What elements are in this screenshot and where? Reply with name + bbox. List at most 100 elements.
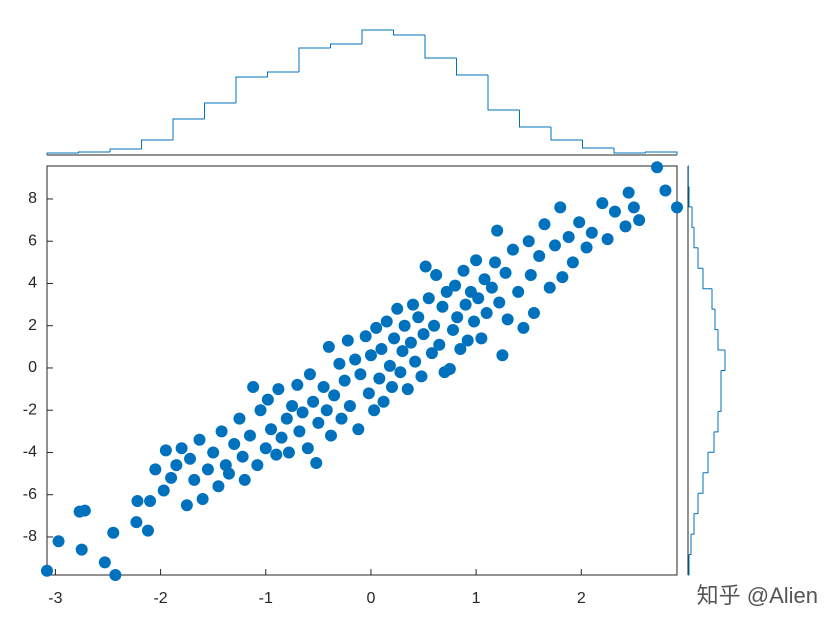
x-tick-label: -1	[259, 590, 273, 607]
point	[275, 431, 288, 444]
point	[159, 444, 172, 457]
point	[307, 395, 320, 408]
point	[377, 395, 390, 408]
point	[496, 349, 509, 362]
point	[533, 249, 546, 262]
point	[422, 292, 435, 305]
hist-bin	[487, 75, 520, 111]
hist-bin	[702, 268, 712, 290]
point	[317, 380, 330, 393]
hist-bin	[714, 309, 718, 331]
point	[109, 569, 122, 581]
hist-bin	[691, 513, 695, 535]
point	[272, 383, 285, 396]
point	[633, 214, 646, 227]
point	[449, 279, 462, 292]
point	[196, 492, 209, 505]
point	[459, 298, 472, 311]
point	[512, 285, 525, 298]
axes-box	[46, 165, 678, 576]
y-tick-label: 0	[28, 359, 37, 376]
point	[157, 484, 170, 497]
point	[98, 556, 111, 569]
point	[201, 463, 214, 476]
point	[671, 201, 683, 214]
point	[296, 406, 309, 419]
point	[286, 399, 299, 412]
point	[165, 471, 178, 484]
point	[144, 495, 157, 508]
point	[433, 338, 446, 351]
point	[193, 433, 206, 446]
point	[398, 319, 411, 332]
point	[412, 311, 425, 324]
point	[461, 334, 474, 347]
point	[188, 473, 201, 486]
hist-bin	[721, 350, 726, 371]
point	[457, 264, 470, 277]
x-tick-label: -3	[48, 590, 62, 607]
hist-bin	[172, 118, 205, 140]
hist-bin	[235, 76, 268, 103]
hist-bin	[708, 431, 715, 453]
point	[489, 256, 502, 269]
hist-bin	[613, 148, 646, 154]
point	[440, 285, 453, 298]
point	[251, 459, 264, 472]
point	[417, 328, 430, 341]
point	[259, 442, 272, 455]
point	[243, 429, 256, 442]
point	[385, 380, 398, 393]
point	[52, 535, 65, 548]
point	[388, 332, 401, 345]
hist-bin	[424, 35, 457, 59]
hist-bin	[688, 186, 692, 208]
point	[517, 321, 530, 334]
point	[659, 184, 672, 197]
point	[543, 281, 556, 294]
hist-bin	[361, 29, 394, 44]
y-tick-label: 2	[28, 317, 37, 334]
point	[141, 524, 154, 537]
hist-bin	[519, 110, 551, 128]
point	[333, 357, 346, 370]
point	[428, 319, 441, 332]
point	[401, 383, 414, 396]
point	[312, 416, 325, 429]
hist-bin	[688, 554, 690, 576]
point	[180, 499, 193, 512]
y-tick-label: -4	[23, 444, 37, 461]
hist-bin	[687, 165, 689, 187]
y-tick-label: -2	[23, 401, 37, 418]
point	[601, 233, 614, 246]
y-tick-label: 4	[28, 275, 37, 292]
point	[247, 380, 260, 393]
hist-bin	[141, 139, 173, 149]
point	[468, 315, 481, 328]
point	[573, 216, 586, 229]
point	[391, 302, 404, 315]
point	[585, 226, 598, 239]
point	[131, 495, 144, 508]
hist-bin	[78, 151, 110, 153]
point	[622, 186, 635, 199]
point	[409, 355, 422, 368]
point	[78, 504, 91, 517]
point	[522, 235, 535, 248]
point	[349, 353, 362, 366]
hist-bin	[689, 534, 692, 556]
point	[370, 321, 383, 334]
point	[270, 448, 283, 461]
point	[107, 526, 120, 539]
point	[75, 543, 88, 556]
point	[320, 404, 333, 417]
point	[548, 239, 561, 252]
point	[566, 256, 579, 269]
point	[238, 473, 251, 486]
point	[184, 452, 197, 465]
point	[149, 463, 162, 476]
point	[415, 370, 428, 383]
point	[394, 366, 407, 379]
point	[404, 336, 417, 349]
point	[362, 387, 375, 400]
